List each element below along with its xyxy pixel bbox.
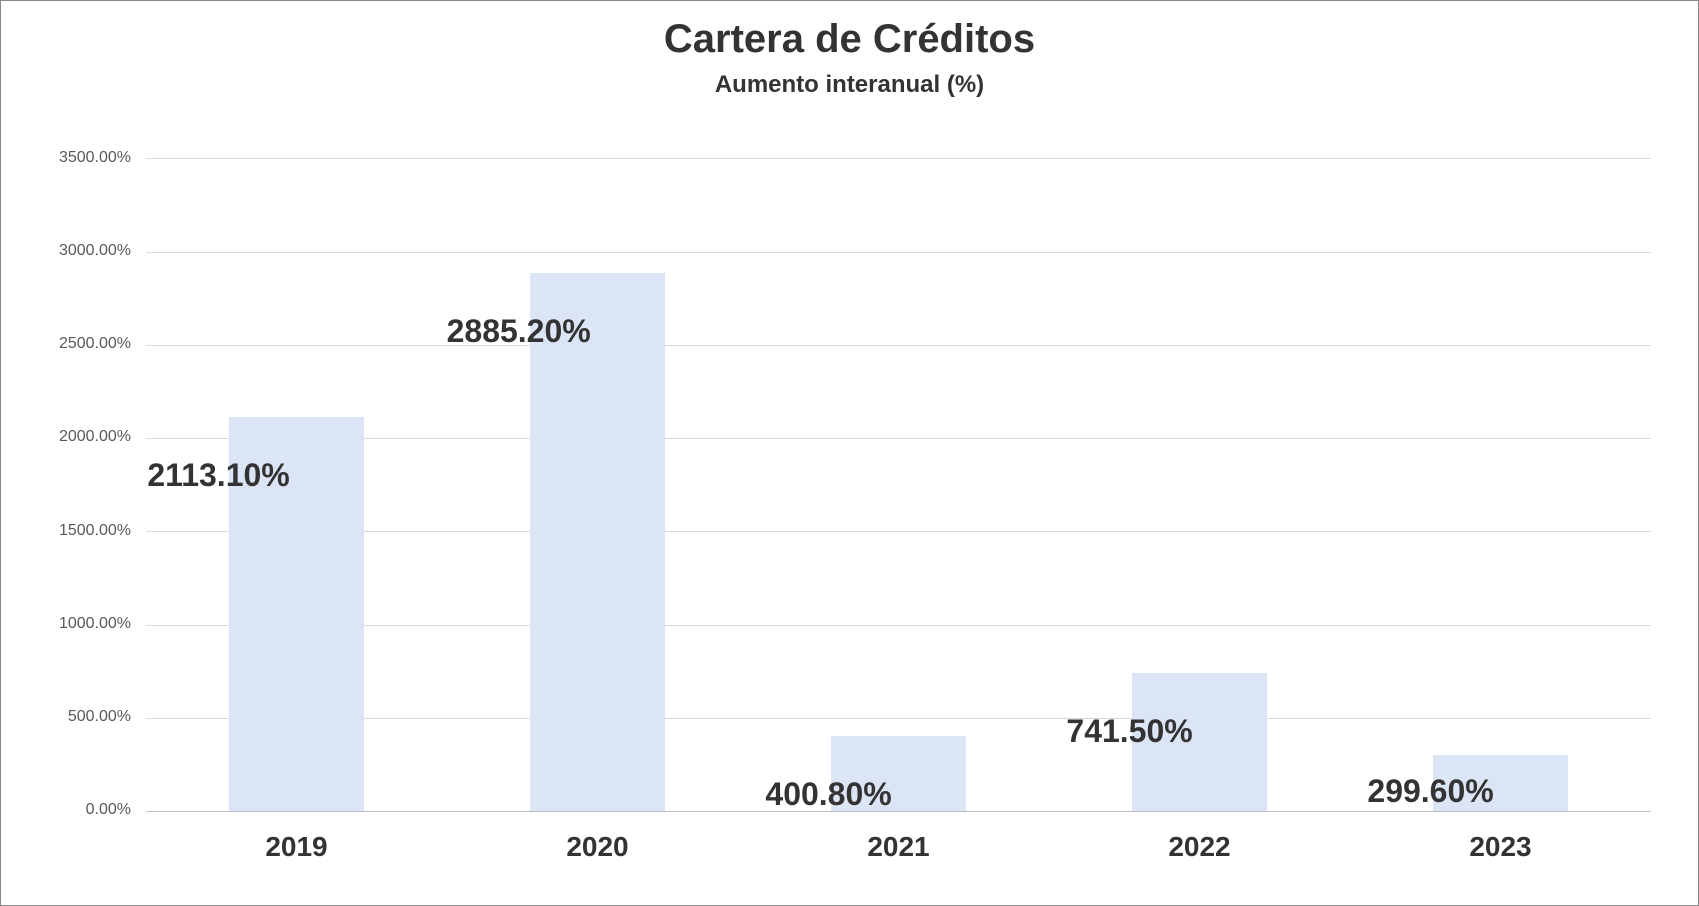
y-tick-label: 1500.00% bbox=[11, 522, 131, 540]
y-tick-label: 1000.00% bbox=[11, 615, 131, 633]
x-tick-label: 2022 bbox=[1049, 831, 1350, 863]
x-tick-label: 2023 bbox=[1350, 831, 1651, 863]
bar-value-label: 299.60% bbox=[1234, 773, 1494, 810]
x-tick-label: 2019 bbox=[146, 831, 447, 863]
bar-value-label: 741.50% bbox=[933, 713, 1193, 750]
gridline bbox=[146, 811, 1651, 812]
bar-value-label: 2113.10% bbox=[30, 457, 290, 494]
gridline bbox=[146, 438, 1651, 439]
y-tick-label: 3000.00% bbox=[11, 242, 131, 260]
plot-area: 0.00%500.00%1000.00%1500.00%2000.00%2500… bbox=[146, 121, 1651, 811]
y-tick-label: 500.00% bbox=[11, 708, 131, 726]
bar-value-label: 2885.20% bbox=[331, 313, 591, 350]
y-tick-label: 2000.00% bbox=[11, 428, 131, 446]
gridline bbox=[146, 718, 1651, 719]
y-tick-label: 2500.00% bbox=[11, 335, 131, 353]
y-tick-label: 3500.00% bbox=[11, 149, 131, 167]
x-tick-label: 2021 bbox=[748, 831, 1049, 863]
x-tick-label: 2020 bbox=[447, 831, 748, 863]
gridline bbox=[146, 531, 1651, 532]
y-tick-label: 0.00% bbox=[11, 801, 131, 819]
gridline bbox=[146, 252, 1651, 253]
gridline bbox=[146, 625, 1651, 626]
bar-value-label: 400.80% bbox=[632, 776, 892, 813]
chart-frame: Cartera de Créditos Aumento interanual (… bbox=[0, 0, 1699, 906]
chart-subtitle: Aumento interanual (%) bbox=[1, 71, 1698, 99]
bar bbox=[530, 273, 665, 811]
chart-title: Cartera de Créditos bbox=[1, 17, 1698, 62]
gridline bbox=[146, 158, 1651, 159]
